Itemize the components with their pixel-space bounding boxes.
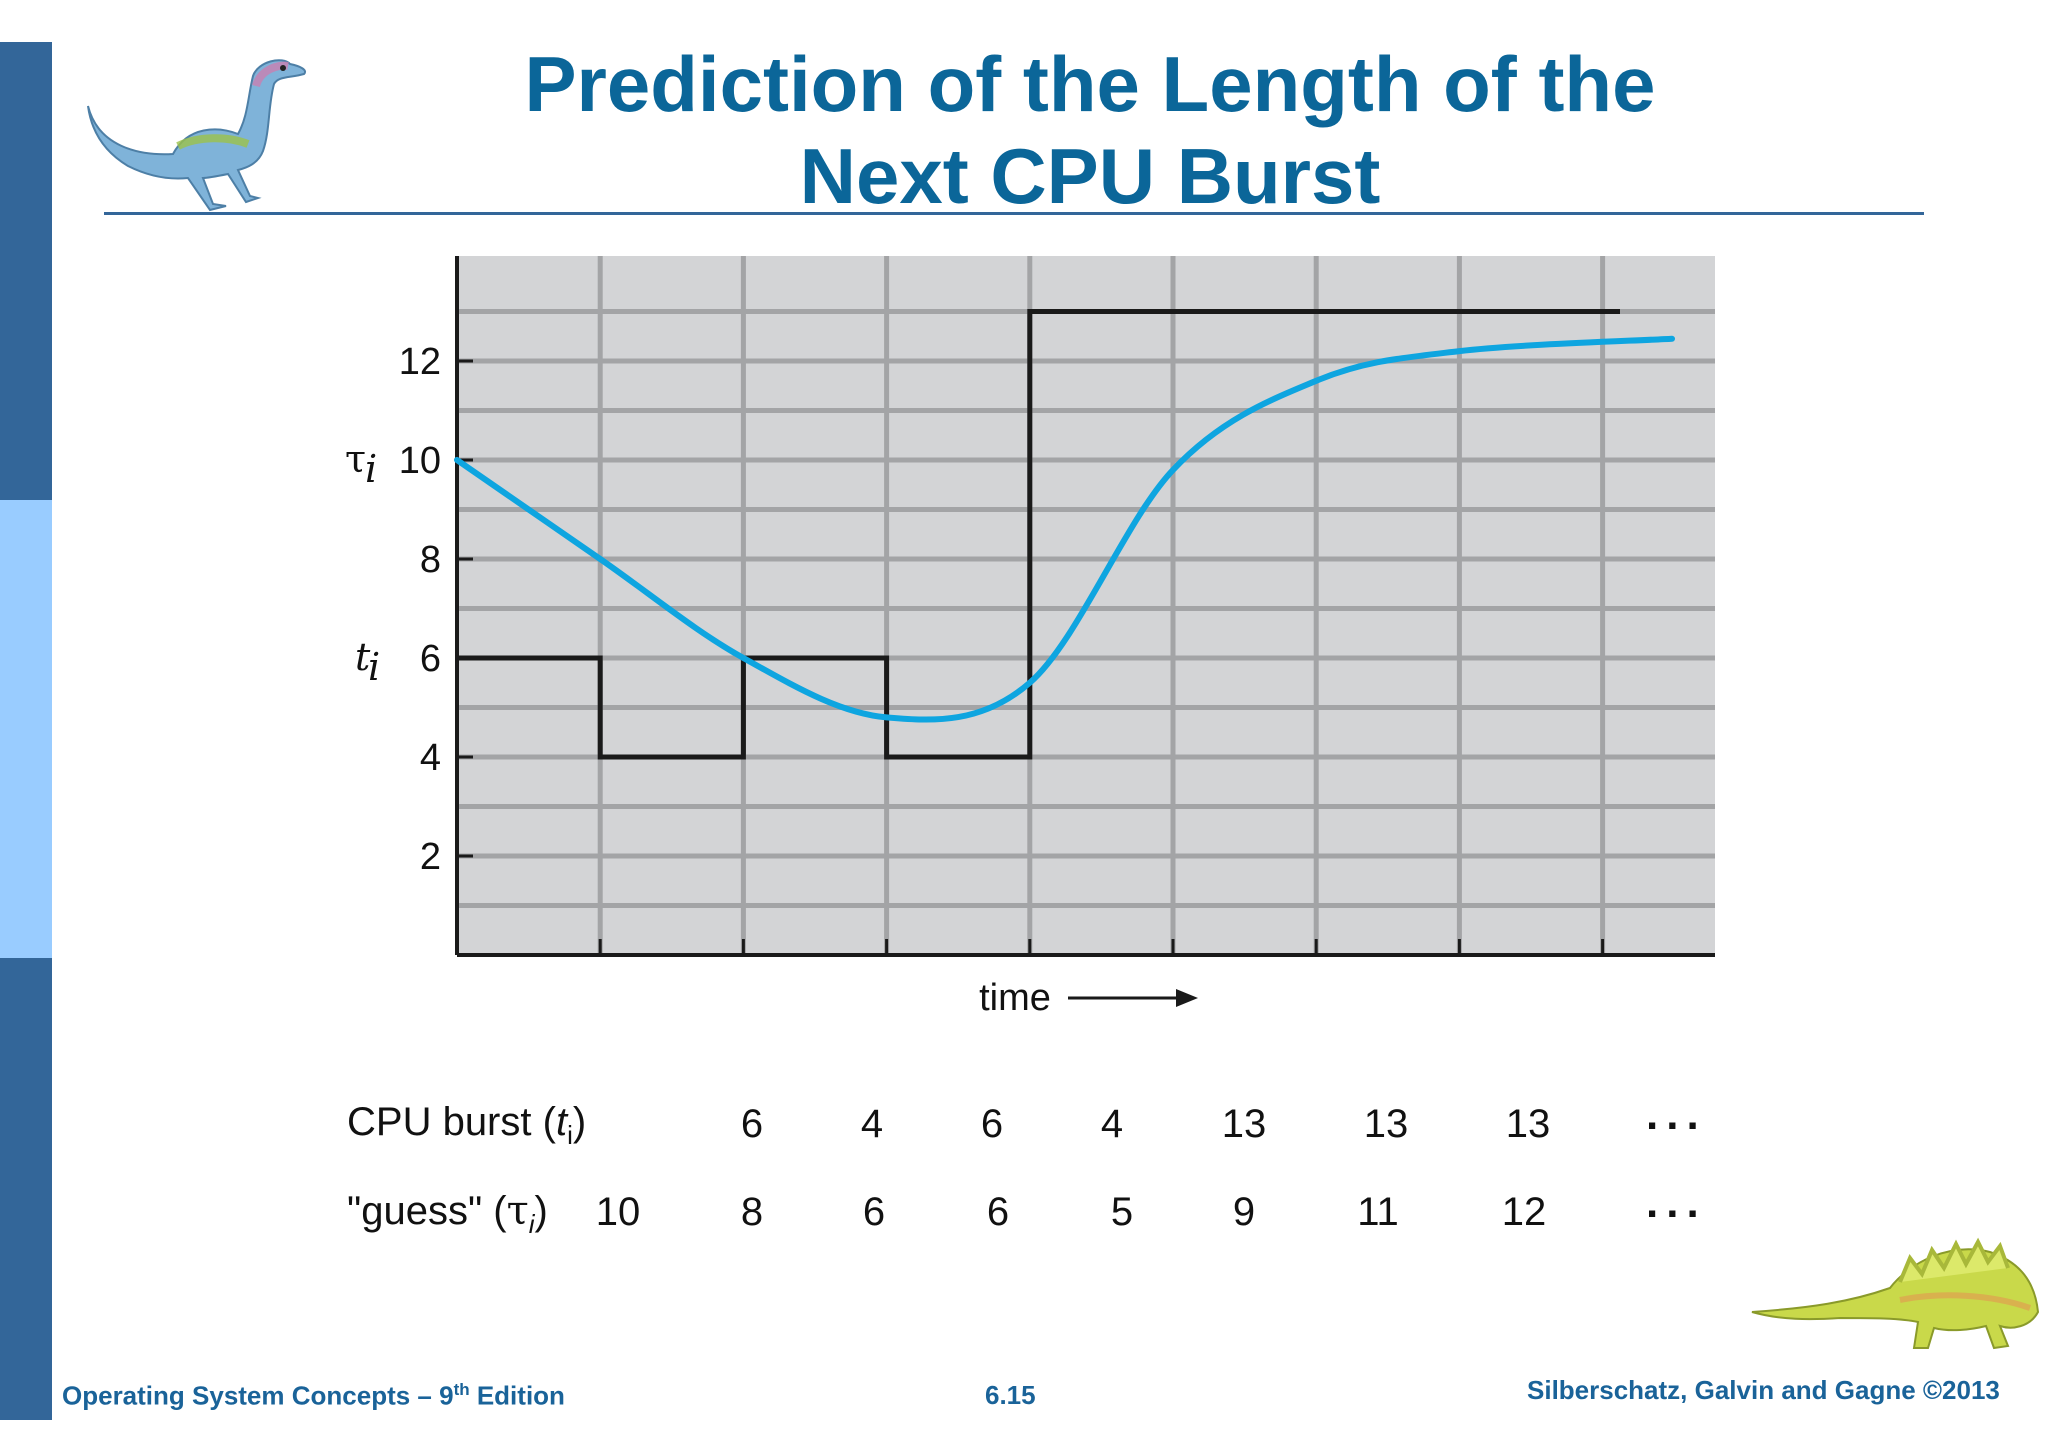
guess-value: 8 xyxy=(740,1190,764,1234)
guess-smooth-curve xyxy=(454,335,1675,723)
cpu-burst-label-text: CPU burst ( xyxy=(347,1100,556,1144)
y-axis-tau-subscript: i xyxy=(365,447,377,491)
y-axis-tau-label: τ xyxy=(345,437,366,481)
footer-book-title-sup: th xyxy=(453,1380,470,1399)
guess-value: 6 xyxy=(862,1190,886,1234)
dinosaur-stegosaur-icon xyxy=(1751,1237,2040,1350)
footer-book-title-prefix: Operating System Concepts – 9 xyxy=(62,1380,454,1411)
cpu-burst-value: 4 xyxy=(860,1102,884,1146)
footer-book-title: Operating System Concepts – 9th Edition xyxy=(62,1380,565,1412)
cpu-burst-label-symbol: t xyxy=(555,1100,568,1144)
y-tick-label: 8 xyxy=(420,539,441,581)
guess-value: 10 xyxy=(595,1190,641,1234)
guess-value: 11 xyxy=(1357,1190,1399,1234)
guess-label-text: "guess" ( xyxy=(347,1189,507,1233)
y-tick-label: 2 xyxy=(420,836,441,878)
guess-value: 9 xyxy=(1232,1190,1256,1234)
guess-label-symbol: τ xyxy=(506,1188,529,1234)
sidebar-stripe-bottom xyxy=(0,958,52,1420)
cpu-burst-label-subscript: i xyxy=(567,1120,573,1150)
y-tick-label: 4 xyxy=(420,737,441,779)
guess-row-label: "guess" (τi) xyxy=(347,1188,548,1240)
y-tick-label: 10 xyxy=(399,440,441,482)
sidebar-stripe-middle xyxy=(0,500,52,958)
slide-title-line2: Next CPU Burst xyxy=(799,132,1381,220)
guess-ellipsis: ... xyxy=(1646,1178,1707,1227)
footer-copyright: Silberschatz, Galvin and Gagne ©2013 xyxy=(1527,1375,2000,1405)
cpu-burst-value: 4 xyxy=(1100,1102,1124,1146)
guess-label-subscript: i xyxy=(528,1209,535,1239)
y-tick-label: 6 xyxy=(420,638,441,680)
cpu-burst-ellipsis: ... xyxy=(1646,1090,1707,1139)
footer-page-number: 6.15 xyxy=(985,1380,1036,1410)
cpu-burst-label-close: ) xyxy=(572,1100,587,1144)
slide-title-line1: Prediction of the Length of the xyxy=(524,40,1656,128)
x-axis-arrow-head xyxy=(1176,989,1198,1007)
guess-value: 6 xyxy=(986,1190,1010,1234)
cpu-burst-value: 13 xyxy=(1221,1102,1267,1146)
dinosaur-logo-icon xyxy=(87,59,306,212)
slide-title: Prediction of the Length of the Next CPU… xyxy=(480,38,1700,222)
y-tick-label: 12 xyxy=(399,341,441,383)
guess-value: 12 xyxy=(1501,1190,1547,1234)
y-axis-t-subscript: i xyxy=(368,645,380,689)
title-underline xyxy=(104,212,1924,215)
x-axis-label: time xyxy=(979,977,1051,1019)
cpu-burst-value: 13 xyxy=(1363,1102,1409,1146)
sidebar-stripe-top xyxy=(0,42,52,500)
cpu-burst-value: 6 xyxy=(980,1102,1004,1146)
guess-value: 5 xyxy=(1110,1190,1134,1234)
guess-label-close: ) xyxy=(534,1189,548,1233)
cpu-burst-row-label: CPU burst (ti) xyxy=(347,1100,586,1151)
cpu-burst-value: 6 xyxy=(740,1102,764,1146)
cpu-burst-value: 13 xyxy=(1505,1102,1551,1146)
footer-book-title-suffix: Edition xyxy=(469,1380,565,1411)
y-axis-t-label: t xyxy=(355,635,371,679)
cpu-burst-step-line xyxy=(457,309,1620,760)
